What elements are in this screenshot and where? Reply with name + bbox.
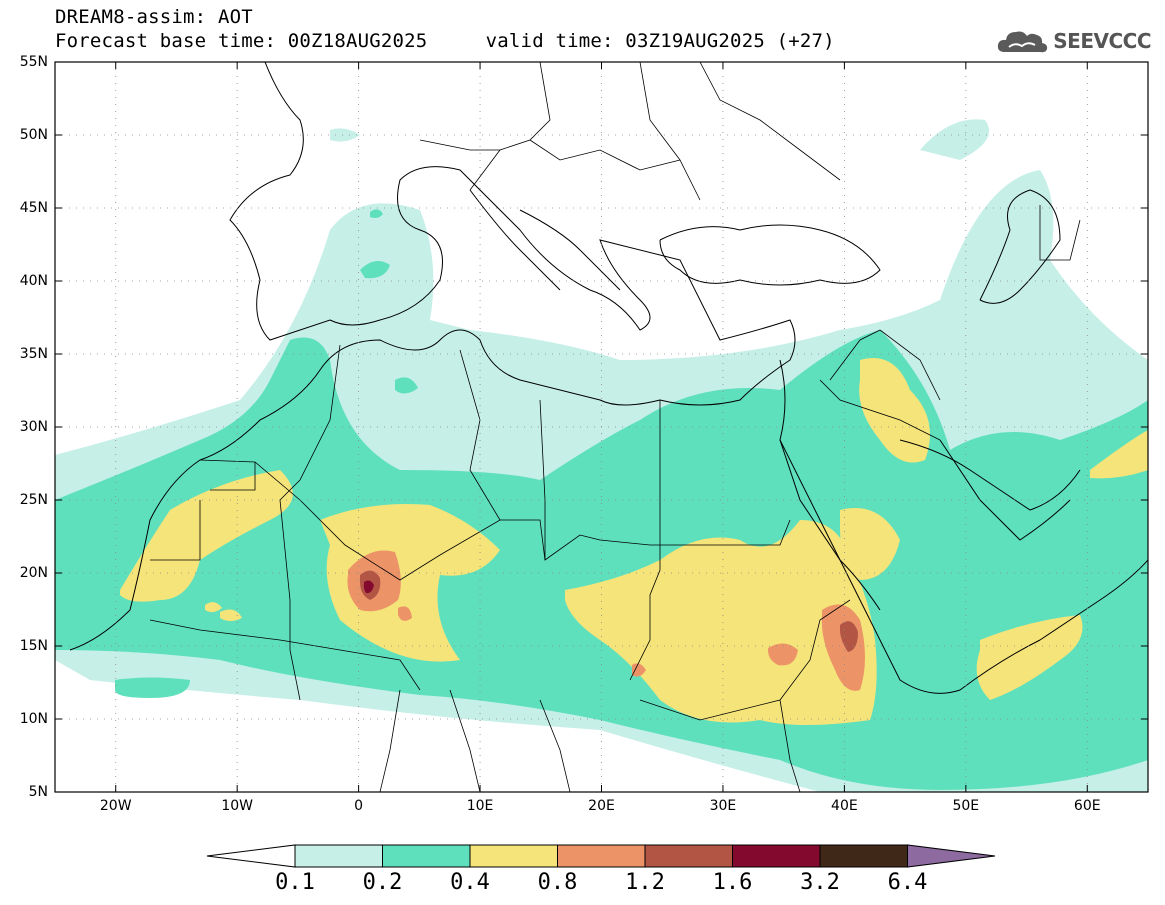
seevccc-logo: SEEVCCC <box>995 26 1151 56</box>
lon-label: 30E <box>709 798 737 814</box>
map-grid <box>55 62 1148 792</box>
forecast-times: Forecast base time: 00Z18AUG2025 valid t… <box>55 30 835 52</box>
lat-label: 55N <box>19 54 48 70</box>
colorbar-label: 1.6 <box>712 870 753 895</box>
lat-label: 5N <box>28 784 48 800</box>
colorbar-label: 0.2 <box>362 870 403 895</box>
lat-label: 10N <box>19 711 48 727</box>
country-borders <box>149 62 1081 792</box>
lon-label: 60E <box>1073 798 1101 814</box>
coastlines <box>69 62 1148 694</box>
colorbar-label: 1.2 <box>625 870 665 895</box>
lat-label: 25N <box>19 492 48 508</box>
axis-ticks <box>55 61 1148 793</box>
colorbar-label: 0.4 <box>450 870 490 895</box>
lat-label: 35N <box>19 346 48 362</box>
lon-label: 20W <box>99 798 132 814</box>
lon-label: 40E <box>831 798 858 814</box>
lon-label: 50E <box>952 798 980 814</box>
lat-label: 15N <box>19 638 48 654</box>
colorbar-label: 6.4 <box>887 870 928 895</box>
lon-label: 0 <box>354 798 364 814</box>
cloud-icon <box>998 31 1048 53</box>
aot-contours <box>55 119 1148 792</box>
lon-label: 20E <box>588 798 615 814</box>
lat-label: 30N <box>19 419 48 435</box>
colorbar-label: 3.2 <box>800 870 840 895</box>
lon-label: 10E <box>466 798 494 814</box>
lon-label: 10W <box>221 798 253 814</box>
lat-label: 20N <box>19 565 48 581</box>
colorbar-label: 0.1 <box>275 870 315 895</box>
map-title: DREAM8-assim: AOT <box>55 6 253 28</box>
lat-label: 40N <box>19 273 48 289</box>
lat-label: 45N <box>19 200 48 216</box>
colorbar-label: 0.8 <box>537 870 578 895</box>
logo-text: SEEVCCC <box>1053 29 1151 53</box>
lat-label: 50N <box>19 127 48 143</box>
